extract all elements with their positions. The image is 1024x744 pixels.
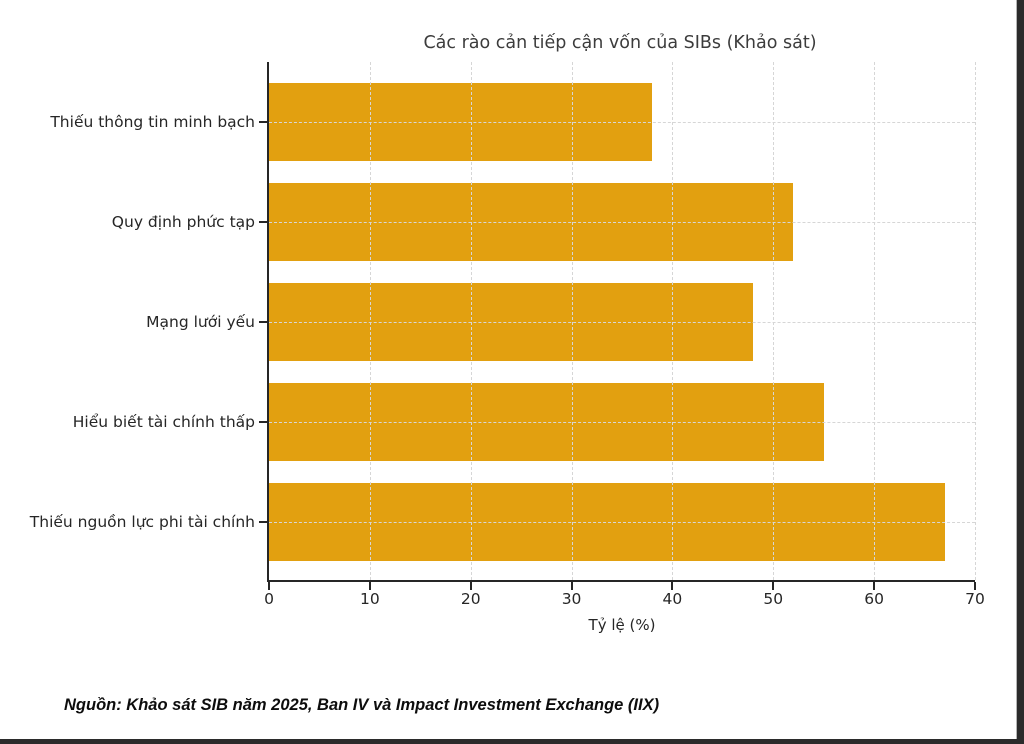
- h-gridline: [269, 522, 975, 523]
- y-tick-mark: [259, 421, 267, 423]
- v-gridline: [672, 62, 674, 580]
- y-axis-label: Thiếu thông tin minh bạch: [50, 113, 255, 131]
- y-tick-mark: [259, 221, 267, 223]
- y-tick-mark: [259, 521, 267, 523]
- h-gridline: [269, 122, 975, 123]
- x-tick-mark: [368, 582, 371, 590]
- x-tick-mark: [268, 582, 270, 590]
- x-tick-mark: [873, 582, 876, 590]
- v-gridline: [773, 62, 775, 580]
- x-tick-label: 60: [864, 590, 884, 608]
- y-tick-mark: [259, 121, 267, 123]
- x-axis-title: Tỷ lệ (%): [588, 616, 656, 634]
- window-edge-bottom: [0, 739, 1024, 744]
- h-gridline: [269, 422, 975, 423]
- v-gridline: [874, 62, 876, 580]
- x-tick-mark: [671, 582, 674, 590]
- window-edge-right: [1016, 0, 1024, 744]
- x-tick-mark: [570, 582, 573, 590]
- y-axis-label: Mạng lưới yếu: [146, 313, 255, 331]
- x-tick-label: 10: [359, 590, 380, 608]
- x-tick-label: 40: [662, 590, 683, 608]
- source-note: Nguồn: Khảo sát SIB năm 2025, Ban IV và …: [64, 696, 660, 714]
- v-gridline: [571, 62, 573, 580]
- x-tick-mark: [974, 582, 976, 590]
- y-axis-label: Thiếu nguồn lực phi tài chính: [29, 513, 255, 531]
- y-axis-label: Hiểu biết tài chính thấp: [72, 413, 255, 431]
- x-tick-mark: [772, 582, 775, 590]
- plot-area: Thiếu thông tin minh bạch Quy định phức t…: [30, 62, 985, 634]
- x-tick-label: 70: [965, 590, 985, 608]
- x-tick-label: 20: [460, 590, 481, 608]
- v-gridline: [369, 62, 371, 580]
- v-gridline: [975, 62, 976, 580]
- x-tick-mark: [469, 582, 472, 590]
- x-tick-label: 30: [561, 590, 582, 608]
- h-gridline: [269, 222, 975, 223]
- v-gridline: [470, 62, 472, 580]
- x-tick-label: 50: [763, 590, 784, 608]
- chart-title: Các rào cản tiếp cận vốn của SIBs (Khảo …: [423, 33, 817, 53]
- y-axis-label: Quy định phức tạp: [111, 213, 255, 231]
- h-gridline: [269, 322, 975, 323]
- x-tick-label: 0: [264, 590, 274, 608]
- y-tick-mark: [259, 321, 267, 323]
